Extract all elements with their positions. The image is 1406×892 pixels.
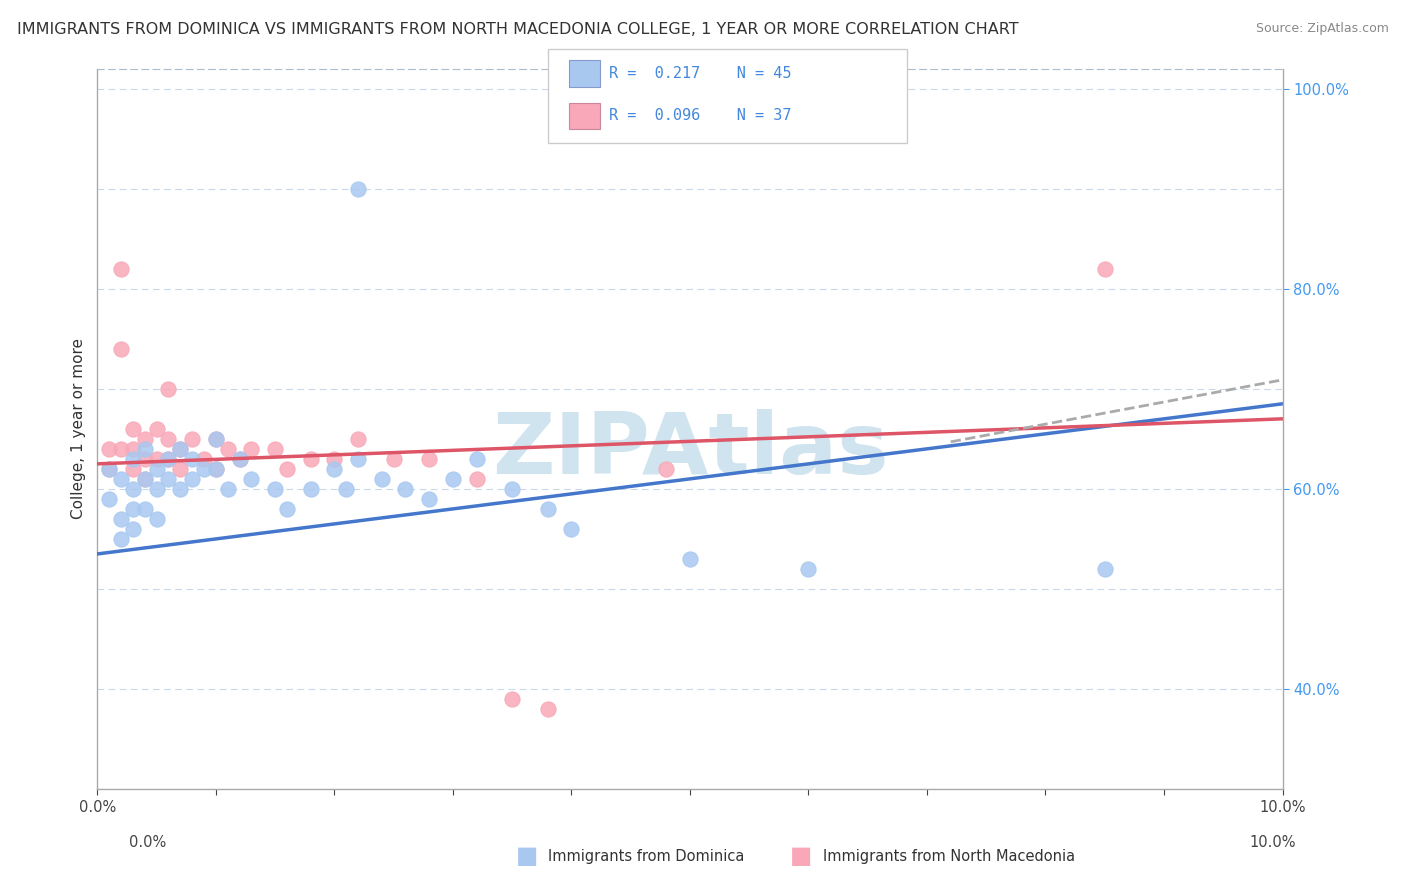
Point [205, 432, 228, 446]
Point [110, 261, 132, 276]
Point [205, 432, 228, 446]
Point [299, 482, 322, 496]
Point [122, 442, 145, 456]
Text: Immigrants from Dominica: Immigrants from Dominica [548, 849, 745, 863]
Point [193, 451, 215, 466]
Point [157, 451, 180, 466]
Point [110, 442, 132, 456]
Point [276, 502, 298, 516]
Point [169, 462, 191, 476]
Point [347, 432, 370, 446]
Point [323, 462, 346, 476]
Point [193, 462, 215, 476]
Point [145, 482, 167, 496]
Text: 0.0%: 0.0% [129, 836, 166, 850]
Point [537, 502, 560, 516]
Point [110, 342, 132, 356]
Point [134, 472, 156, 486]
Point [465, 451, 488, 466]
Point [560, 522, 582, 536]
Point [122, 462, 145, 476]
Point [110, 472, 132, 486]
Text: ZIPAtlas: ZIPAtlas [492, 409, 889, 492]
Point [98, 462, 121, 476]
Point [122, 482, 145, 496]
Point [347, 451, 370, 466]
Point [382, 451, 405, 466]
Point [347, 181, 370, 195]
Point [228, 451, 250, 466]
Point [134, 472, 156, 486]
Text: Source: ZipAtlas.com: Source: ZipAtlas.com [1256, 22, 1389, 36]
Point [240, 472, 263, 486]
Point [371, 472, 394, 486]
Point [205, 462, 228, 476]
Point [169, 442, 191, 456]
Point [418, 451, 440, 466]
Point [157, 432, 180, 446]
Point [134, 432, 156, 446]
Point [181, 472, 204, 486]
Point [122, 522, 145, 536]
Text: R =  0.217    N = 45: R = 0.217 N = 45 [609, 66, 792, 81]
Point [655, 462, 678, 476]
Point [228, 451, 250, 466]
Point [181, 432, 204, 446]
Text: Immigrants from North Macedonia: Immigrants from North Macedonia [823, 849, 1074, 863]
Point [537, 702, 560, 716]
Point [1094, 562, 1116, 576]
Point [157, 451, 180, 466]
Point [122, 422, 145, 436]
Point [323, 451, 346, 466]
Point [501, 482, 523, 496]
Point [98, 462, 121, 476]
Point [134, 502, 156, 516]
Point [1094, 261, 1116, 276]
Point [169, 482, 191, 496]
Point [145, 512, 167, 526]
Point [441, 472, 464, 486]
Text: R =  0.096    N = 37: R = 0.096 N = 37 [609, 109, 792, 123]
Point [217, 482, 239, 496]
Point [110, 532, 132, 546]
Point [501, 692, 523, 706]
Point [134, 442, 156, 456]
Text: ■: ■ [516, 845, 538, 868]
Y-axis label: College, 1 year or more: College, 1 year or more [72, 338, 86, 519]
Text: IMMIGRANTS FROM DOMINICA VS IMMIGRANTS FROM NORTH MACEDONIA COLLEGE, 1 YEAR OR M: IMMIGRANTS FROM DOMINICA VS IMMIGRANTS F… [17, 22, 1018, 37]
Text: ■: ■ [790, 845, 813, 868]
Point [418, 491, 440, 506]
Point [240, 442, 263, 456]
Point [679, 552, 702, 566]
Point [134, 451, 156, 466]
Point [181, 451, 204, 466]
Point [394, 482, 416, 496]
Point [145, 462, 167, 476]
Point [122, 502, 145, 516]
Text: 10.0%: 10.0% [1249, 836, 1296, 850]
Point [145, 422, 167, 436]
Point [157, 382, 180, 396]
Point [264, 442, 287, 456]
Point [205, 462, 228, 476]
Point [335, 482, 357, 496]
Point [264, 482, 287, 496]
Point [465, 472, 488, 486]
Point [157, 472, 180, 486]
Point [169, 442, 191, 456]
Point [797, 562, 820, 576]
Point [276, 462, 298, 476]
Point [98, 491, 121, 506]
Point [98, 442, 121, 456]
Point [217, 442, 239, 456]
Point [122, 451, 145, 466]
Point [299, 451, 322, 466]
Point [110, 512, 132, 526]
Point [145, 451, 167, 466]
